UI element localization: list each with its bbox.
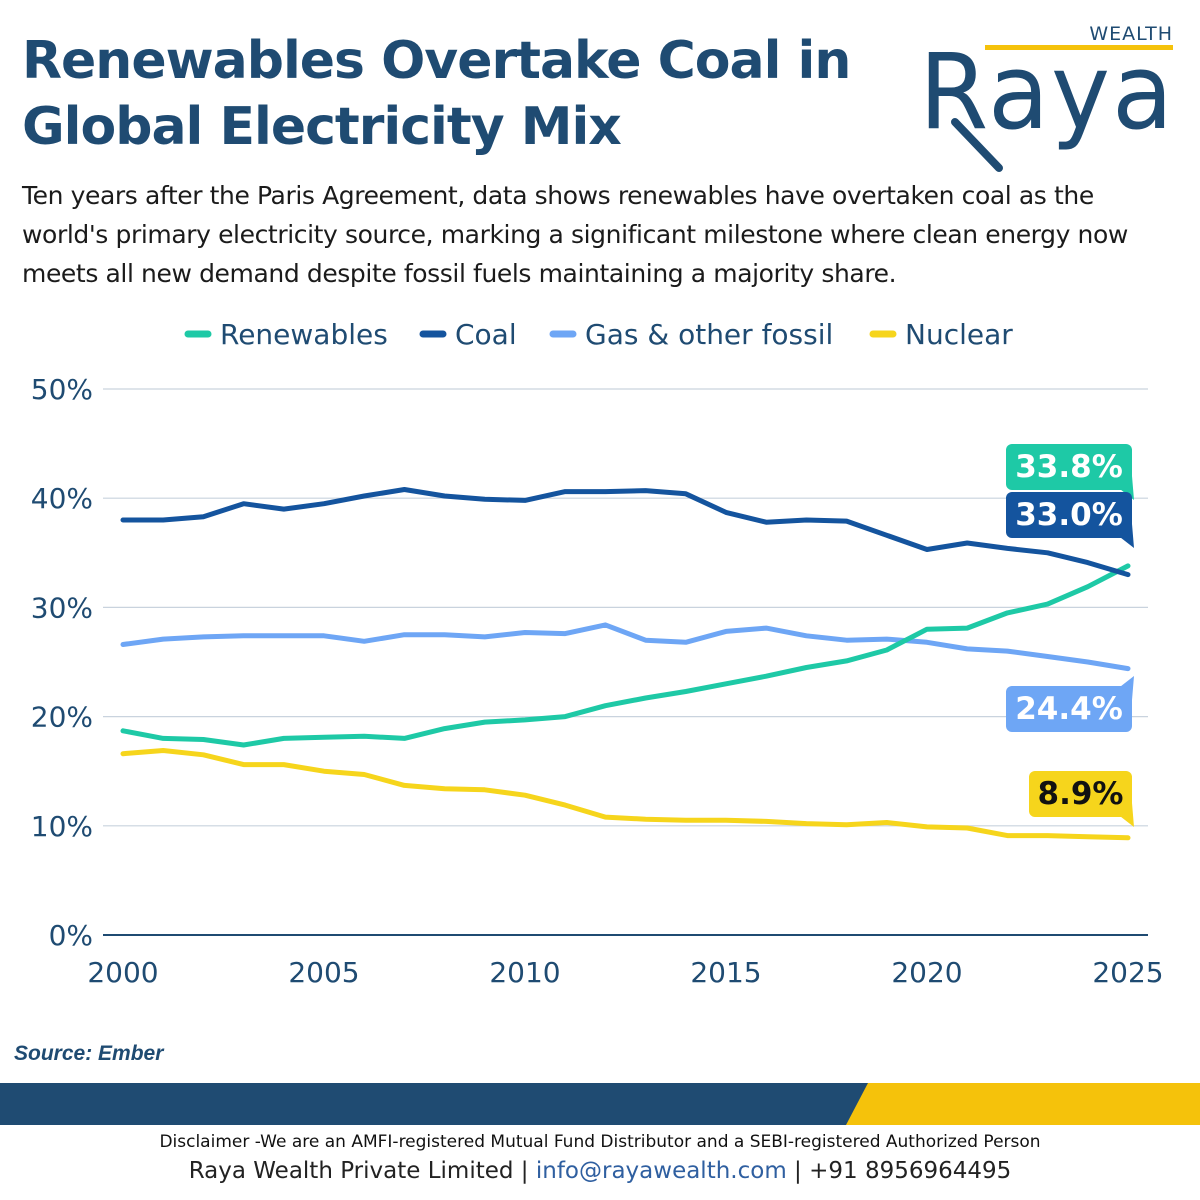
title-line-2: Global Electricity Mix [22,97,622,157]
data-label: 24.4% [1015,691,1123,727]
logo-tagline: WEALTH [1089,23,1173,45]
x-tick-label: 2005 [288,956,359,989]
logo-wordmark: Raya [919,31,1175,153]
x-tick-label: 2015 [690,956,761,989]
end-label-group: 24.4% [1006,676,1134,732]
data-label: 33.8% [1015,449,1123,485]
end-label-box [1006,492,1132,538]
y-tick-label: 10% [31,810,93,843]
x-tick-label: 2020 [891,956,962,989]
data-label: 33.0% [1015,497,1123,533]
y-tick-label: 20% [31,701,93,734]
x-tick-label: 2025 [1092,956,1163,989]
chart-end-labels: 33.8% 33.0% 24.4% 8.9% [1006,444,1134,827]
contact-line: Raya Wealth Private Limited | info@rayaw… [0,1158,1200,1184]
legend-label: Nuclear [905,318,1013,351]
legend-label: Coal [455,318,517,351]
subtitle: Ten years after the Paris Agreement, dat… [22,181,1128,288]
logo-gold-bar [985,45,1173,50]
phone-number[interactable]: +91 8956964495 [809,1158,1012,1184]
x-tick-label: 2000 [87,956,158,989]
end-label-pointer [1116,676,1134,700]
y-tick-label: 0% [49,919,93,952]
end-label-group: 8.9% [1029,771,1134,827]
chart-legend: Renewables Coal Gas & other fossil Nuclear [184,318,1013,351]
disclaimer: Disclaimer -We are an AMFI-registered Mu… [159,1132,1041,1152]
data-label: 8.9% [1038,776,1124,812]
series-line [120,563,1131,748]
line-chart: Renewables Coal Gas & other fossil Nuclear … [31,318,1164,989]
source-note: Source: Ember [14,1042,164,1065]
logo-swoosh [951,118,1003,172]
legend-label: Renewables [220,318,388,351]
series-line [120,622,1131,672]
title-line-1: Renewables Overtake Coal in [22,31,851,91]
footer-stripe [0,1083,1200,1125]
end-label-group: 33.8% [1006,444,1134,500]
y-tick-label: 50% [31,373,93,406]
company-name: Raya Wealth Private Limited [188,1158,514,1184]
end-label-group: 33.0% [1006,492,1134,548]
legend-label: Gas & other fossil [585,318,833,351]
series-line [120,487,1131,578]
y-tick-label: 30% [31,591,93,624]
chart-grid: 0% 10% 20% 30% 40% 50% 2000 2005 2010 2015 2020 202… [31,373,1164,989]
raya-wealth-logo: WEALTH Raya [919,23,1175,172]
end-label-box [1006,686,1132,732]
chart-series [120,487,1131,841]
end-label-box [1006,444,1132,490]
email-link[interactable]: info@rayawealth.com [535,1158,787,1184]
page-title: Renewables Overtake Coal in Global Elect… [22,28,902,160]
end-label-box [1029,771,1132,817]
separator: | [786,1158,810,1184]
separator: | [513,1158,536,1184]
end-label-pointer [1116,803,1134,827]
series-line [120,748,1131,841]
x-tick-label: 2010 [489,956,560,989]
end-label-pointer [1116,524,1134,548]
y-tick-label: 40% [31,482,93,515]
